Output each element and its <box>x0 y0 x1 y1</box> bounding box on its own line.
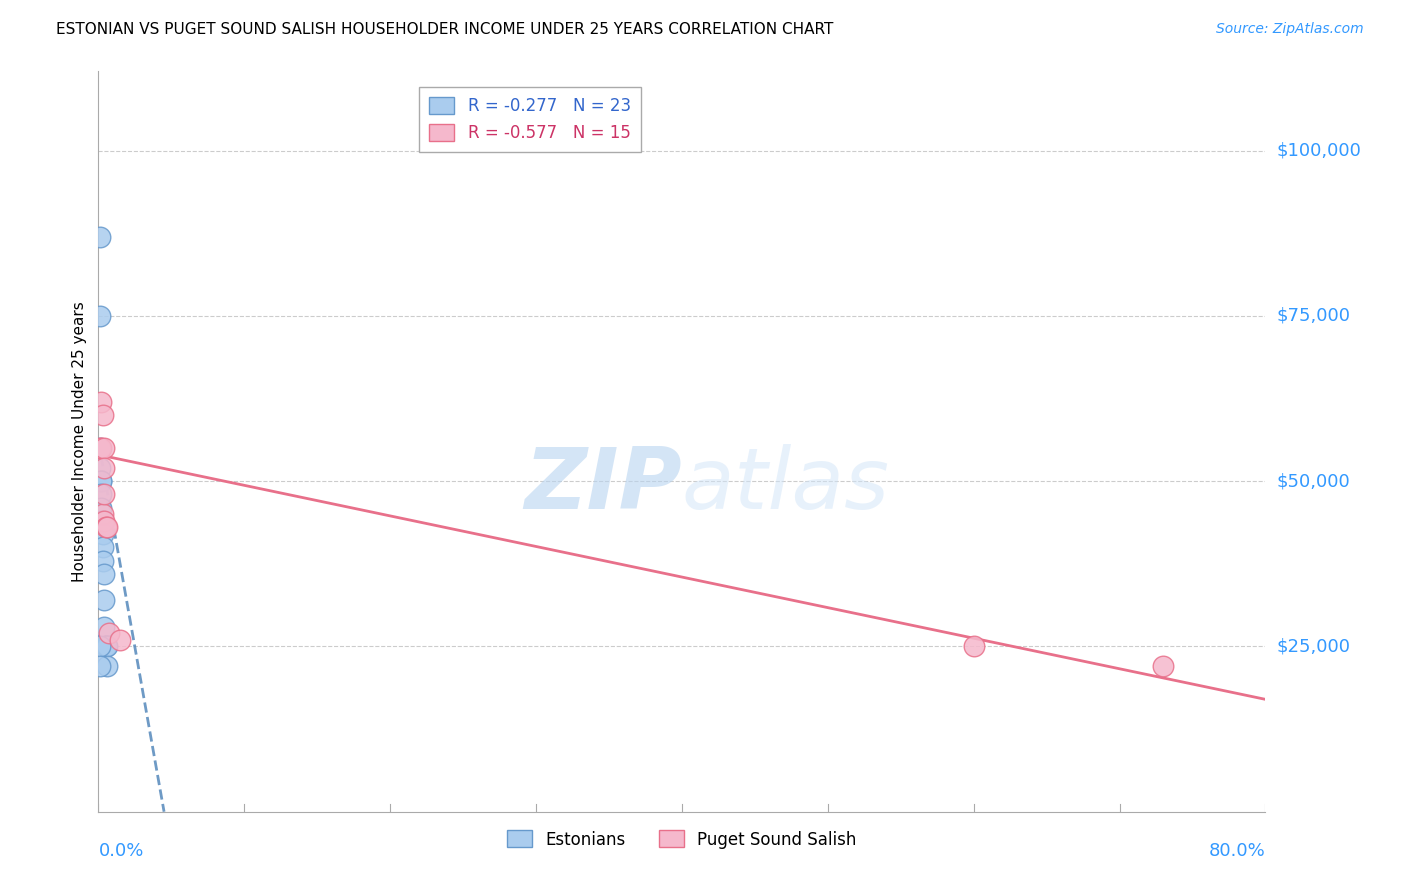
Point <box>91 514 114 528</box>
Legend: Estonians, Puget Sound Salish: Estonians, Puget Sound Salish <box>501 823 863 855</box>
Point <box>90 487 112 501</box>
Point <box>89 309 111 323</box>
Point <box>93 514 115 528</box>
Point <box>96 640 118 654</box>
Point <box>93 566 115 581</box>
Y-axis label: Householder Income Under 25 years: Householder Income Under 25 years <box>72 301 87 582</box>
Point <box>94 640 117 654</box>
Point <box>91 553 114 567</box>
Point <box>110 632 132 647</box>
Text: $75,000: $75,000 <box>1277 307 1351 325</box>
Point <box>93 487 115 501</box>
Point <box>90 441 112 455</box>
Point <box>962 640 984 654</box>
Point <box>94 640 117 654</box>
Point <box>97 626 120 640</box>
Point <box>93 461 115 475</box>
Point <box>90 514 112 528</box>
Text: $50,000: $50,000 <box>1277 472 1350 491</box>
Point <box>94 520 117 534</box>
Point <box>93 619 115 633</box>
Text: ESTONIAN VS PUGET SOUND SALISH HOUSEHOLDER INCOME UNDER 25 YEARS CORRELATION CHA: ESTONIAN VS PUGET SOUND SALISH HOUSEHOLD… <box>56 22 834 37</box>
Point <box>91 408 114 422</box>
Point <box>94 640 117 654</box>
Point <box>91 527 114 541</box>
Point <box>89 659 111 673</box>
Text: ZIP: ZIP <box>524 444 682 527</box>
Point <box>1152 659 1174 673</box>
Text: 80.0%: 80.0% <box>1209 842 1265 860</box>
Point <box>89 640 111 654</box>
Point <box>91 541 114 555</box>
Point <box>93 441 115 455</box>
Text: $100,000: $100,000 <box>1277 142 1361 160</box>
Point <box>90 474 112 488</box>
Text: $25,000: $25,000 <box>1277 638 1351 656</box>
Point <box>96 520 118 534</box>
Text: atlas: atlas <box>682 444 890 527</box>
Point <box>89 441 111 455</box>
Point <box>96 659 118 673</box>
Point <box>89 441 111 455</box>
Point <box>91 508 114 522</box>
Point <box>93 593 115 607</box>
Text: 0.0%: 0.0% <box>98 842 143 860</box>
Point <box>90 474 112 488</box>
Point <box>90 395 112 409</box>
Point <box>89 461 111 475</box>
Point <box>89 229 111 244</box>
Text: Source: ZipAtlas.com: Source: ZipAtlas.com <box>1216 22 1364 37</box>
Point <box>90 500 112 515</box>
